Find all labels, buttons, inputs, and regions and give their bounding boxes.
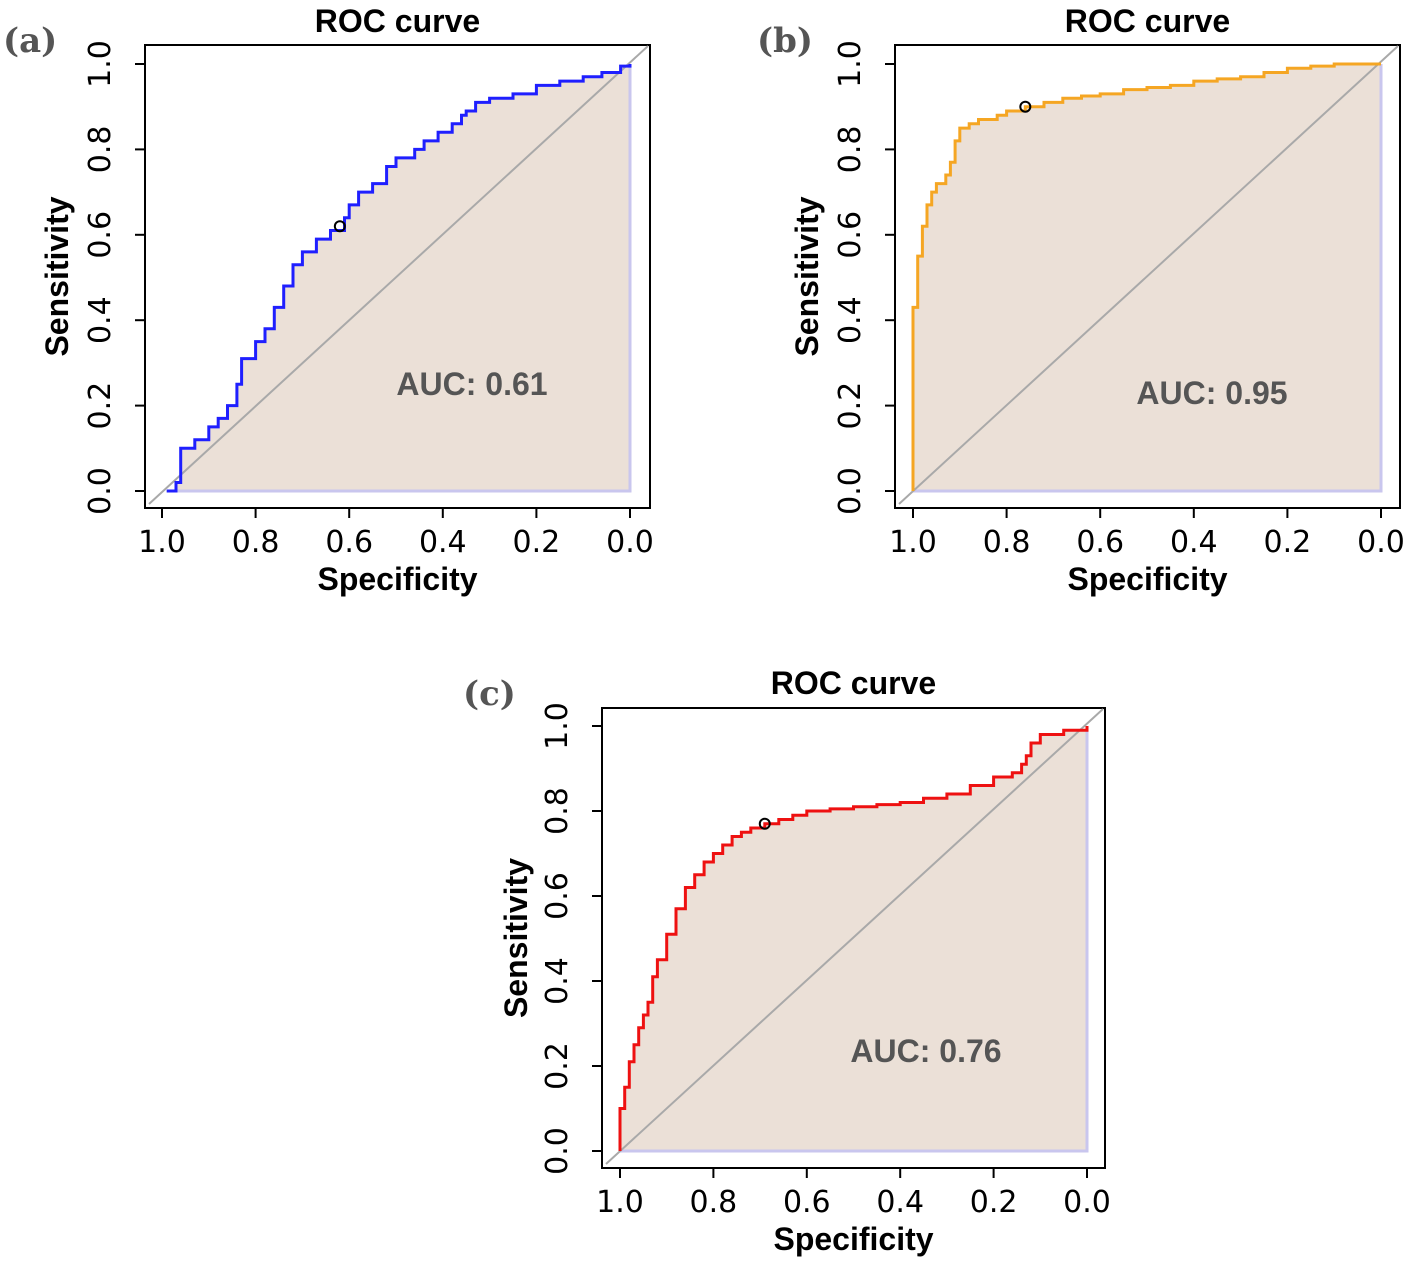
y-tick-label: 0.6 — [83, 211, 118, 259]
y-axis-label: Sensitivity — [498, 858, 534, 1018]
panel-label: (c) — [463, 674, 516, 714]
y-tick-label: 0.4 — [83, 296, 118, 344]
auc-annotation: AUC: 0.76 — [850, 1033, 1001, 1069]
x-tick-label: 1.0 — [138, 525, 186, 560]
x-axis-label: Specificity — [317, 561, 477, 597]
y-tick-label: 0.0 — [83, 467, 118, 515]
y-tick-label: 1.0 — [83, 40, 118, 88]
x-tick-label: 0.6 — [783, 1185, 831, 1220]
auc-annotation: AUC: 0.95 — [1136, 375, 1287, 411]
auc-annotation: AUC: 0.61 — [396, 366, 547, 402]
roc-curve-line — [618, 726, 1089, 1151]
x-tick-label: 0.2 — [970, 1185, 1018, 1220]
x-tick-label: 0.8 — [983, 525, 1031, 560]
x-tick-label: 0.4 — [876, 1185, 924, 1220]
auc-area-edge — [620, 726, 1089, 1153]
y-tick-label: 0.2 — [540, 1042, 575, 1090]
y-axis-label: Sensitivity — [39, 196, 75, 356]
x-tick-label: 0.6 — [325, 525, 373, 560]
panel-label: (a) — [3, 21, 57, 61]
x-tick-label: 0.0 — [1357, 525, 1405, 560]
diagonal-reference-line — [148, 45, 649, 505]
roc-curve-line — [911, 62, 1381, 491]
roc-chart-panel: 1.0 0.8 0.6 0.4 0.2 0.0 0.0 0.2 0.4 0.6 0.8 1.0 ROC … — [3, 3, 654, 597]
x-tick-label: 0.0 — [606, 525, 654, 560]
x-tick-label: 1.0 — [889, 525, 937, 560]
panel-label: (b) — [757, 21, 813, 61]
y-tick-label: 1.0 — [833, 40, 868, 88]
y-tick-label: 0.4 — [833, 296, 868, 344]
chart-title: ROC curve — [1065, 3, 1230, 39]
x-tick-label: 0.4 — [419, 525, 467, 560]
auc-area-edge — [913, 64, 1383, 493]
x-tick-label: 0.2 — [513, 525, 561, 560]
auc-area — [166, 64, 630, 491]
threshold-point-marker — [333, 220, 346, 233]
x-tick-label: 0.4 — [1170, 525, 1218, 560]
x-axis-label: Specificity — [773, 1221, 933, 1257]
y-axis-label: Sensitivity — [789, 196, 825, 356]
roc-curve-line — [166, 64, 632, 493]
x-tick-label: 0.8 — [690, 1185, 738, 1220]
roc-chart-panel: 1.0 0.8 0.6 0.4 0.2 0.0 0.0 0.2 0.4 0.6 0.8 1.0 ROC … — [463, 665, 1111, 1257]
y-tick-label: 0.6 — [833, 211, 868, 259]
auc-area-edge — [166, 64, 632, 493]
y-tick-label: 0.8 — [83, 126, 118, 174]
x-tick-label: 0.2 — [1264, 525, 1312, 560]
threshold-point-marker — [758, 817, 771, 830]
y-tick-label: 0.0 — [833, 467, 868, 515]
x-tick-label: 0.6 — [1076, 525, 1124, 560]
threshold-point-marker — [1019, 100, 1032, 113]
y-tick-label: 0.2 — [833, 382, 868, 430]
y-tick-label: 0.4 — [540, 957, 575, 1005]
y-tick-label: 0.8 — [833, 126, 868, 174]
diagonal-reference-line — [605, 708, 1104, 1165]
diagonal-reference-line — [898, 45, 1399, 505]
plot-frame — [144, 44, 651, 509]
chart-title: ROC curve — [771, 665, 936, 701]
x-tick-label: 0.0 — [1063, 1185, 1111, 1220]
x-tick-label: 1.0 — [596, 1185, 644, 1220]
y-tick-label: 1.0 — [540, 702, 575, 750]
chart-title: ROC curve — [315, 3, 480, 39]
y-tick-label: 0.0 — [540, 1127, 575, 1175]
plot-frame — [601, 707, 1106, 1169]
x-tick-label: 0.8 — [232, 525, 280, 560]
x-axis-label: Specificity — [1067, 561, 1227, 597]
y-tick-label: 0.6 — [540, 872, 575, 920]
plot-frame — [894, 44, 1401, 509]
y-tick-label: 0.2 — [83, 382, 118, 430]
roc-chart-panel: 1.0 0.8 0.6 0.4 0.2 0.0 0.0 0.2 0.4 0.6 0.8 1.0 ROC … — [757, 3, 1405, 597]
y-tick-label: 0.8 — [540, 787, 575, 835]
